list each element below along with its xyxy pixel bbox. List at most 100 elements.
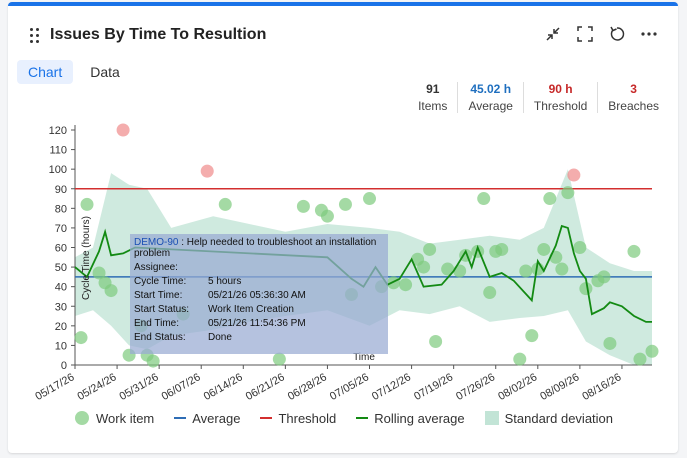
work-item-point (453, 264, 467, 278)
x-tick-label: 08/16/26 (580, 371, 623, 403)
stat-average-value: 45.02 h (470, 82, 512, 96)
y-tick-label: 70 (55, 223, 67, 235)
work-item-point (483, 286, 497, 300)
tooltip-row-key: End Time: (134, 318, 180, 329)
y-tick-label: 60 (55, 243, 67, 255)
work-item-point (561, 186, 575, 200)
legend-rolling-average[interactable]: Rolling average (356, 410, 465, 426)
work-item-point (218, 197, 232, 211)
collapse-icon[interactable] (544, 25, 562, 43)
legend-average[interactable]: Average (174, 410, 240, 426)
tooltip-row-value: 05/21/26 11:54:36 PM (208, 318, 306, 329)
refresh-icon[interactable] (608, 25, 626, 43)
y-axis-title: Cycle Time (hours) (81, 216, 92, 300)
legend-rolling-label: Rolling average (374, 410, 465, 426)
stat-threshold: 90 h Threshold (522, 82, 597, 113)
tooltip-title: DEMO-90 : Help needed to troubleshoot an… (134, 237, 384, 259)
work-item-point (417, 260, 431, 274)
tooltip-row-key: Assignee: (134, 262, 178, 273)
work-item-point (80, 197, 94, 211)
stat-average: 45.02 h Average (457, 82, 522, 113)
tooltip-row-key: Start Time: (134, 290, 183, 301)
y-tick-label: 50 (55, 262, 67, 274)
y-tick-label: 20 (55, 321, 67, 333)
x-tick-label: 08/09/26 (538, 371, 581, 403)
fullscreen-icon[interactable] (576, 25, 594, 43)
work-item-tooltip: DEMO-90 : Help needed to troubleshoot an… (130, 234, 388, 354)
x-tick-label: 07/26/26 (454, 371, 497, 403)
work-item-point (633, 352, 647, 366)
tooltip-row-value: Work Item Creation (208, 304, 294, 315)
x-axis-title: Time (353, 352, 375, 363)
legend-threshold-label: Threshold (278, 410, 337, 426)
legend-work-item-label: Work item (95, 410, 155, 426)
x-tick-label: 05/24/26 (75, 371, 118, 403)
legend-rolling-swatch (356, 417, 369, 419)
tooltip-row: End Time: 05/21/26 11:54:36 PM (134, 318, 384, 329)
work-item-point (399, 278, 413, 292)
summary-stats: 91 Items 45.02 h Average 90 h Threshold 3 Br… (408, 82, 669, 113)
work-item-point (549, 250, 563, 264)
y-tick-label: 0 (61, 360, 67, 372)
chart-legend: Work item Average Threshold Rolling aver… (0, 410, 687, 426)
work-item-point (429, 335, 443, 348)
work-item-point (441, 262, 455, 276)
widget-header: Issues By Time To Resultion (8, 6, 678, 64)
stat-items-value: 91 (426, 82, 440, 96)
stat-items: 91 Items (408, 82, 457, 113)
work-item-point (645, 344, 659, 358)
tooltip-row: Cycle Time: 5 hours (134, 276, 384, 287)
x-tick-label: 05/31/26 (118, 371, 161, 403)
x-tick-label: 08/02/26 (496, 371, 539, 403)
legend-std-swatch (484, 411, 499, 425)
work-item-point (537, 242, 551, 256)
tooltip-item-id[interactable]: DEMO-90 (134, 237, 179, 248)
tooltip-row-key: Start Status: (134, 304, 190, 315)
y-tick-label: 120 (49, 125, 67, 137)
work-item-point (597, 270, 611, 284)
breach-work-item-point (200, 164, 214, 178)
legend-std-label: Standard deviation (504, 410, 614, 426)
stat-breaches-label: Breaches (608, 99, 659, 113)
work-item-point (519, 264, 533, 278)
y-tick-label: 110 (49, 145, 67, 157)
x-tick-label: 06/07/26 (160, 371, 203, 403)
work-item-point (603, 336, 617, 350)
work-item-point (573, 241, 587, 254)
legend-average-swatch (174, 417, 187, 419)
legend-standard-deviation[interactable]: Standard deviation (484, 410, 614, 426)
tooltip-row: Start Time: 05/21/26 05:36:30 AM (134, 290, 384, 301)
work-item-point (74, 331, 88, 345)
y-tick-label: 30 (55, 301, 67, 313)
legend-average-label: Average (192, 410, 241, 426)
y-tick-label: 100 (49, 164, 67, 176)
work-item-point (579, 282, 593, 296)
work-item-point (338, 197, 352, 211)
tooltip-row-value: Done (208, 332, 232, 343)
x-tick-label: 06/21/26 (244, 371, 287, 403)
work-item-point (543, 192, 557, 206)
work-item-point (423, 242, 437, 256)
tooltip-row-key: Cycle Time: (134, 276, 187, 287)
breach-work-item-point (116, 123, 130, 137)
legend-work-item[interactable]: Work item (74, 410, 154, 426)
x-tick-label: 06/14/26 (202, 371, 245, 403)
breach-work-item-point (567, 168, 581, 182)
work-item-point (555, 262, 569, 276)
x-tick-label: 07/12/26 (370, 371, 413, 403)
more-options-icon[interactable] (640, 25, 658, 43)
work-item-point (525, 329, 539, 343)
work-item-point (363, 192, 377, 206)
tooltip-row: End Status: Done (134, 332, 384, 343)
work-item-point (104, 284, 118, 298)
stat-breaches-value: 3 (630, 82, 637, 96)
stat-items-label: Items (418, 99, 448, 113)
tab-data[interactable]: Data (90, 64, 120, 80)
tooltip-row-value: 5 hours (208, 276, 242, 287)
drag-handle-icon[interactable] (30, 28, 40, 44)
legend-work-item-swatch (74, 411, 89, 425)
y-tick-label: 10 (55, 340, 67, 352)
y-tick-label: 40 (55, 282, 67, 294)
tab-chart[interactable]: Chart (17, 60, 74, 84)
legend-threshold[interactable]: Threshold (260, 410, 336, 426)
